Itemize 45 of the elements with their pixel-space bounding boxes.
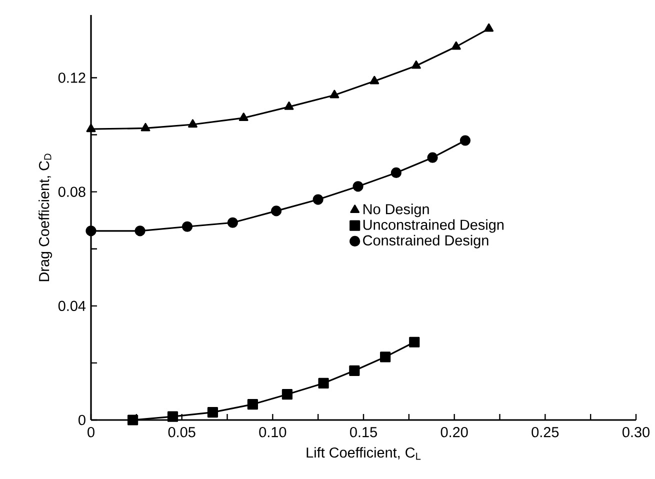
x-tick-label: 0.30 <box>622 427 650 438</box>
legend-label: No Design <box>364 204 429 218</box>
point <box>349 365 360 376</box>
point <box>182 221 193 232</box>
legend-label: Constrained Design <box>363 234 488 248</box>
x-tick-label: 0.20 <box>440 427 468 438</box>
point <box>134 226 146 236</box>
x-axis-title: Lift Coefficient, C$_{L}$ <box>306 447 421 460</box>
y-tick-label: 0 <box>78 414 86 426</box>
point <box>352 181 364 192</box>
y-tick-label: 0.04 <box>58 300 86 312</box>
point <box>411 60 421 69</box>
point <box>390 167 402 178</box>
point <box>86 226 96 236</box>
point <box>238 112 248 122</box>
point <box>318 378 329 389</box>
y-tick-label: 0.08 <box>58 186 86 197</box>
point <box>207 407 218 418</box>
point <box>312 194 324 205</box>
point <box>282 389 293 400</box>
point <box>140 122 150 132</box>
point <box>247 399 258 410</box>
point <box>380 352 391 362</box>
x-tick-label: 0.15 <box>350 427 377 438</box>
y-axis-title: Drag Coefficient, C$_{D}$ <box>38 154 52 282</box>
point <box>188 119 198 128</box>
point <box>86 124 96 132</box>
point <box>330 90 340 98</box>
point <box>284 102 294 110</box>
x-tick-label: 0.10 <box>259 427 286 438</box>
point <box>167 411 178 422</box>
point <box>271 206 282 216</box>
x-tick-label: 0.05 <box>168 427 196 438</box>
x-tick-label: 0.25 <box>532 427 559 438</box>
point <box>484 23 494 32</box>
y-tick-label: 0.12 <box>58 72 86 83</box>
point <box>227 217 238 228</box>
point <box>451 41 461 50</box>
point <box>370 76 380 84</box>
x-tick-label: 0 <box>88 427 94 438</box>
point <box>460 135 471 146</box>
point <box>427 152 438 163</box>
legend-label: Unconstrained Design <box>363 219 504 233</box>
point <box>409 336 420 348</box>
point <box>127 414 138 426</box>
